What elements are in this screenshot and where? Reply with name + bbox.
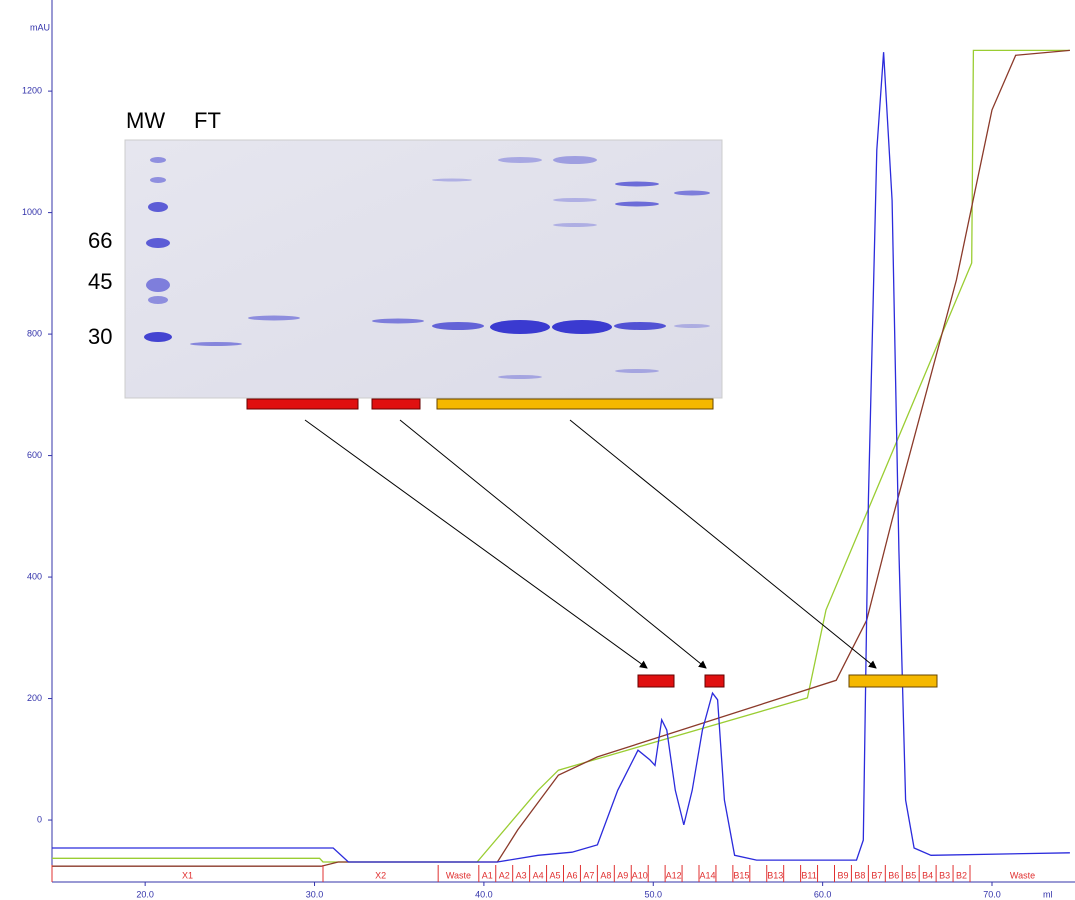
gel-marker-label: 45 — [88, 269, 112, 294]
x-tick-label: 70.0 — [983, 889, 1001, 899]
fraction-label: X1 — [182, 870, 193, 880]
fraction-label: A14 — [699, 870, 715, 880]
fraction-label: B13 — [767, 870, 783, 880]
fraction-label: B7 — [871, 870, 882, 880]
fraction-label: A5 — [550, 870, 561, 880]
gel-image: MW FT 66 45 30 — [88, 108, 722, 398]
fraction-label: A2 — [499, 870, 510, 880]
peak-range-bar — [705, 675, 724, 687]
fraction-label: A7 — [583, 870, 594, 880]
fraction-label: B15 — [733, 870, 749, 880]
gel-range-bar — [372, 399, 420, 409]
gel-lane-label: FT — [194, 108, 221, 133]
fraction-label: A9 — [617, 870, 628, 880]
fraction-label: B5 — [905, 870, 916, 880]
peak-range-bar — [638, 675, 674, 687]
fraction-label: A1 — [482, 870, 493, 880]
annotations — [247, 399, 937, 687]
gel-background — [125, 140, 722, 398]
gel-range-bar — [437, 399, 713, 409]
x-axis-label: ml — [1043, 889, 1053, 899]
fraction-label: A8 — [600, 870, 611, 880]
y-axis-label: mAU — [30, 22, 50, 32]
fraction-label: B9 — [837, 870, 848, 880]
x-tick-label: 20.0 — [136, 889, 154, 899]
chart: mAU ml — [0, 0, 1075, 900]
y-tick-label: 1000 — [22, 207, 42, 217]
y-tick-label: 600 — [27, 450, 42, 460]
fraction-label: B4 — [922, 870, 933, 880]
gel-lane-label: MW — [126, 108, 165, 133]
peak-range-bar — [849, 675, 937, 687]
y-tick-label: 0 — [37, 814, 42, 824]
fraction-label: Waste — [1010, 870, 1035, 880]
y-tick-label: 400 — [27, 571, 42, 581]
gel-marker-label: 30 — [88, 324, 112, 349]
fraction-label: Waste — [446, 870, 471, 880]
y-tick-label: 800 — [27, 328, 42, 338]
fraction-label: B3 — [939, 870, 950, 880]
y-tick-label: 200 — [27, 693, 42, 703]
y-tick-label: 1200 — [22, 85, 42, 95]
arrow — [305, 420, 647, 668]
fraction-label: A4 — [533, 870, 544, 880]
x-tick-label: 40.0 — [475, 889, 493, 899]
fraction-label: A10 — [632, 870, 648, 880]
gel-range-bar — [247, 399, 358, 409]
fraction-label: A6 — [566, 870, 577, 880]
fraction-label: B2 — [956, 870, 967, 880]
fraction-label: A12 — [666, 870, 682, 880]
fraction-label: B11 — [801, 870, 816, 880]
gel-marker-label: 66 — [88, 228, 112, 253]
fraction-label: X2 — [375, 870, 386, 880]
fraction-label: A3 — [516, 870, 527, 880]
arrow — [570, 420, 876, 668]
arrow — [400, 420, 706, 668]
fraction-label: B8 — [854, 870, 865, 880]
x-tick-label: 50.0 — [645, 889, 663, 899]
x-tick-label: 30.0 — [306, 889, 324, 899]
fraction-label: B6 — [888, 870, 899, 880]
x-tick-label: 60.0 — [814, 889, 832, 899]
